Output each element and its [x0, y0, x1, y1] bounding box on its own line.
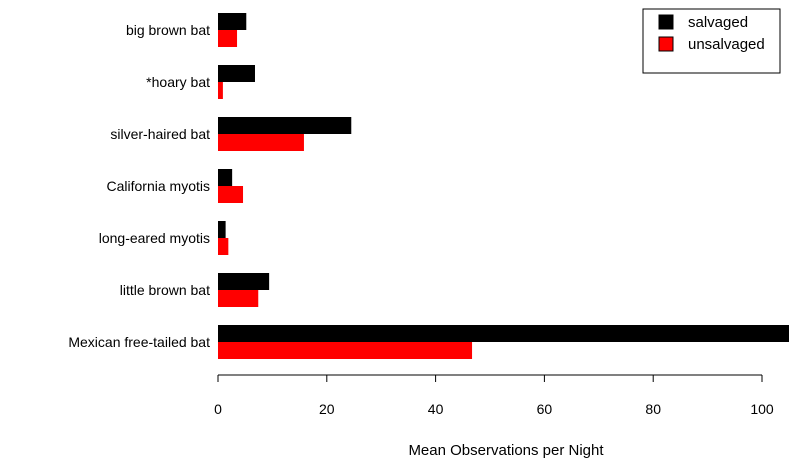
category-label-hoary-bat: *hoary bat: [146, 74, 210, 90]
category-label-little-brown-bat: little brown bat: [120, 282, 210, 298]
x-tick-label-60: 60: [537, 401, 553, 417]
bar-salvaged-hoary-bat: [218, 65, 255, 82]
bar-unsalvaged-little-brown-bat: [218, 290, 259, 307]
legend-swatch-unsalvaged: [658, 36, 674, 52]
x-tick-label-0: 0: [214, 401, 222, 417]
bar-salvaged-california-myotis: [218, 169, 233, 186]
x-tick-label-80: 80: [645, 401, 661, 417]
bar-unsalvaged-california-myotis: [218, 186, 244, 203]
x-tick-label-40: 40: [428, 401, 444, 417]
legend: salvaged unsalvaged: [642, 8, 781, 74]
x-tick-label-100: 100: [750, 401, 774, 417]
bars-layer: [218, 13, 789, 359]
category-label-big-brown-bat: big brown bat: [126, 22, 210, 38]
bar-unsalvaged-big-brown-bat: [218, 30, 238, 47]
bar-unsalvaged-long-eared-myotis: [218, 238, 229, 255]
x-tick-label-20: 20: [319, 401, 335, 417]
category-label-silver-haired-bat: silver-haired bat: [110, 126, 210, 142]
category-label-mexican-free-tailed-bat: Mexican free-tailed bat: [68, 334, 210, 350]
x-axis: 0 20 40 60 80 100: [214, 374, 774, 417]
category-labels: big brown bat *hoary bat silver-haired bat…: [68, 22, 210, 350]
legend-label-unsalvaged: unsalvaged: [688, 36, 765, 53]
category-label-california-myotis: California myotis: [107, 178, 210, 194]
bar-salvaged-big-brown-bat: [218, 13, 247, 30]
bar-salvaged-silver-haired-bat: [218, 117, 352, 134]
bar-unsalvaged-silver-haired-bat: [218, 134, 304, 151]
bar-unsalvaged-hoary-bat: [218, 82, 223, 99]
bar-salvaged-mexican-free-tailed-bat: [218, 325, 789, 342]
bar-salvaged-long-eared-myotis: [218, 221, 226, 238]
bar-unsalvaged-mexican-free-tailed-bat: [218, 342, 473, 359]
x-axis-title: Mean Observations per Night: [408, 442, 604, 459]
legend-label-salvaged: salvaged: [688, 14, 748, 31]
bar-salvaged-little-brown-bat: [218, 273, 270, 290]
legend-swatch-salvaged: [658, 14, 674, 30]
category-label-long-eared-myotis: long-eared myotis: [99, 230, 210, 246]
